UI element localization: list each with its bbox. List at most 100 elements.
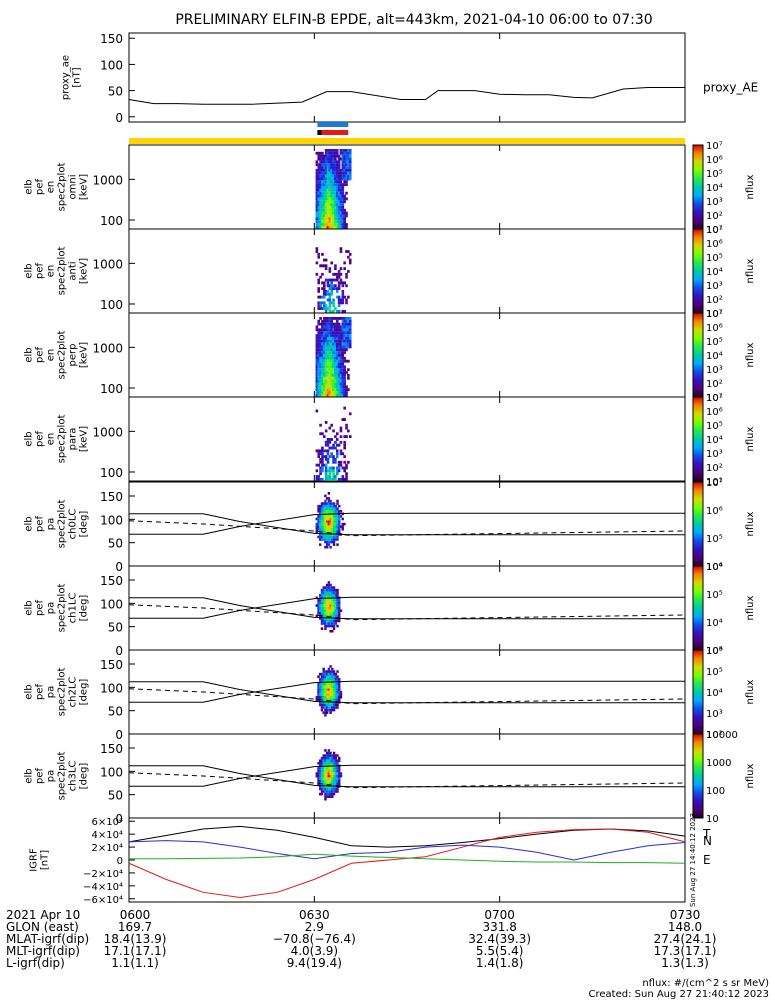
loss-cone-line <box>129 764 685 787</box>
spectrogram-cell <box>330 351 333 355</box>
spectrogram-cell <box>337 177 341 181</box>
spectrogram-cell <box>315 393 319 397</box>
spectrogram-cell <box>330 385 333 389</box>
colorbar-label: nflux <box>745 342 756 367</box>
pitch-angle-cell <box>322 693 325 696</box>
mid-angle-line <box>128 604 686 621</box>
pitch-angle-cell <box>325 606 329 610</box>
spectrogram-cell <box>337 336 341 340</box>
pitch-angle-cell <box>331 693 334 696</box>
pitch-angle-cell <box>322 611 325 615</box>
spectrogram-cell <box>317 307 321 310</box>
spectrogram-cell <box>317 374 321 377</box>
spectrogram-cell <box>324 469 328 473</box>
pitch-angle-cell <box>329 502 332 505</box>
spectrogram-cell <box>334 382 337 386</box>
spectrogram-cell <box>330 211 333 215</box>
pitch-angle-cell <box>332 601 336 605</box>
spectrogram-cell <box>343 151 346 155</box>
spectrogram-cell <box>319 301 322 305</box>
spectrogram-cell <box>335 211 339 215</box>
colorbar-tick-label: 10¹ <box>706 309 723 320</box>
spectrogram-cell <box>337 194 341 198</box>
spectrogram-cell <box>343 325 346 329</box>
spectrogram-cell <box>330 466 333 470</box>
spectrogram-cell <box>315 328 319 332</box>
pitch-angle-cell <box>338 609 341 612</box>
spectrogram-cell <box>343 208 346 212</box>
pitch-angle-cell <box>327 695 331 699</box>
spectrogram-cell <box>335 359 339 363</box>
pitch-angle-cell <box>320 708 324 712</box>
pitch-angle-cell <box>325 678 329 681</box>
energy-panel-frame <box>128 228 686 314</box>
spectrogram-cell <box>339 382 343 386</box>
pitch-angle-cell <box>334 690 337 694</box>
spectrogram-cell <box>345 151 348 155</box>
igrf-legend-T: T <box>702 827 711 841</box>
pitch-angle-cell <box>331 609 334 612</box>
spectrogram-cell <box>324 304 328 308</box>
spectrogram-cell <box>322 281 326 285</box>
spectrogram-cell <box>330 354 333 357</box>
pitch-angle-cell <box>329 777 332 780</box>
spectrogram-cell <box>348 322 352 326</box>
y-axis-label-line: [keV] <box>79 426 90 452</box>
spectrogram-cell <box>321 391 324 394</box>
spectrogram-cell <box>324 382 328 386</box>
spectrogram-cell <box>321 191 324 195</box>
spectrogram-cell <box>343 385 346 389</box>
pitch-angle-cell <box>325 599 329 602</box>
status-bar-marker <box>317 130 322 135</box>
spectrogram-cell <box>347 157 350 161</box>
pitch-angle-cell <box>324 785 327 788</box>
pitch-angle-cell <box>324 606 327 610</box>
spectrogram-cell <box>317 359 321 363</box>
colorbar-tick-label: 10⁴ <box>706 688 723 699</box>
spectrogram-cell <box>330 154 333 158</box>
pitch-angle-cell <box>325 543 329 546</box>
spectrogram-cell <box>345 177 348 181</box>
pitch-angle-cell <box>327 520 331 523</box>
spectrogram-cell <box>315 177 319 181</box>
spectrogram-cell <box>332 362 335 366</box>
spectrogram-cell <box>335 356 339 360</box>
spectrogram-cell <box>341 393 345 397</box>
spectrogram-cell <box>328 440 332 444</box>
y-tick-label: 150 <box>100 574 123 588</box>
spectrogram-cell <box>326 284 330 288</box>
spectrogram-cell <box>326 149 330 152</box>
spectrogram-cell <box>330 157 333 161</box>
spectrogram-cell <box>326 157 330 161</box>
colorbar <box>692 565 704 651</box>
spectrogram-cell <box>337 188 341 192</box>
pitch-angle-cell <box>334 591 337 594</box>
spectrogram-cell <box>328 477 332 481</box>
spectrogram-cell <box>326 180 330 184</box>
pitch-angle-cell <box>324 627 327 630</box>
colorbar-label: nflux <box>745 258 756 283</box>
pitch-angle-cell <box>331 678 334 681</box>
spectrogram-cell <box>319 371 322 374</box>
spectrogram-cell <box>317 391 321 394</box>
pitch-angle-cell <box>319 678 322 681</box>
pitch-angle-cell <box>336 685 339 689</box>
pitch-angle-cell <box>331 604 334 607</box>
ephemeris-value: 0730 <box>670 908 701 922</box>
spectrogram-cell <box>324 267 328 271</box>
spectrogram-cell <box>343 406 346 410</box>
spectrogram-cell <box>337 334 341 337</box>
pitch-angle-cell <box>332 619 336 623</box>
spectrogram-cell <box>339 197 343 201</box>
spectrogram-cell <box>324 374 328 377</box>
spectrogram-cell <box>341 362 345 366</box>
pitch-angle-cell <box>320 622 324 625</box>
spectrogram-cell <box>315 368 319 372</box>
pitch-angle-cell <box>325 703 329 707</box>
spectrogram-cell <box>347 359 350 363</box>
spectrogram-cell <box>319 351 322 355</box>
pitch-angle-cell <box>332 606 336 610</box>
spectrogram-cell <box>341 194 345 198</box>
pitch-angle-cell <box>324 774 327 778</box>
pitch-angle-cell <box>319 510 322 513</box>
